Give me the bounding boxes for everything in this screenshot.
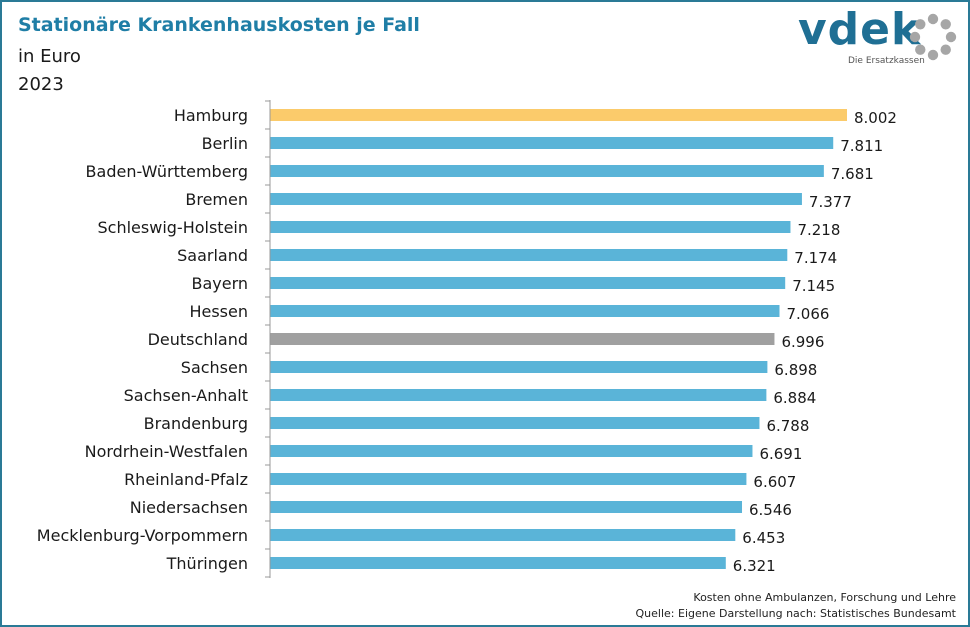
value-label: 6.321 xyxy=(733,557,776,575)
category-label: Deutschland xyxy=(148,330,248,349)
bar-4 xyxy=(270,221,791,233)
category-label: Bremen xyxy=(185,190,248,209)
value-label: 6.898 xyxy=(774,361,817,379)
category-label: Rheinland-Pfalz xyxy=(124,470,248,489)
value-label: 6.546 xyxy=(749,501,792,519)
bar-13 xyxy=(270,473,747,485)
value-label: 7.174 xyxy=(794,249,837,267)
bar-12 xyxy=(270,445,753,457)
logo-ring-dot xyxy=(945,31,957,43)
value-label: 6.691 xyxy=(759,445,802,463)
logo-ring-icon xyxy=(909,13,957,61)
value-label: 6.996 xyxy=(781,333,824,351)
value-label: 8.002 xyxy=(854,109,897,127)
value-label: 7.218 xyxy=(797,221,840,239)
category-label: Bayern xyxy=(191,274,248,293)
bar-10 xyxy=(270,389,767,401)
footnote-note: Kosten ohne Ambulanzen, Forschung und Le… xyxy=(693,591,956,604)
category-label: Schleswig-Holstein xyxy=(98,218,248,237)
bar-15 xyxy=(270,529,736,541)
logo-ring-dot xyxy=(915,19,926,30)
logo-ring-dot xyxy=(927,49,939,61)
category-label: Nordrhein-Westfalen xyxy=(85,442,248,461)
value-label: 6.607 xyxy=(753,473,796,491)
value-label: 7.066 xyxy=(787,305,830,323)
category-label: Mecklenburg-Vorpommern xyxy=(37,526,248,545)
category-label: Brandenburg xyxy=(144,414,248,433)
logo-ring-dot xyxy=(940,19,951,30)
chart-title: Stationäre Krankenhauskosten je Fall xyxy=(18,14,420,36)
value-label: 6.884 xyxy=(773,389,816,407)
category-label: Thüringen xyxy=(166,554,248,573)
value-label: 6.453 xyxy=(742,529,785,547)
logo-brand: vdek xyxy=(798,4,922,55)
bar-3 xyxy=(270,193,802,205)
bar-6 xyxy=(270,277,786,289)
category-label: Hamburg xyxy=(174,106,248,125)
vdek-logo: vdek Die Ersatzkassen xyxy=(798,4,960,72)
bar-5 xyxy=(270,249,788,261)
logo-tagline: Die Ersatzkassen xyxy=(848,56,925,66)
category-label: Hessen xyxy=(189,302,248,321)
bar-8 xyxy=(270,333,775,345)
value-label: 6.788 xyxy=(766,417,809,435)
category-label: Niedersachsen xyxy=(130,498,248,517)
chart-year: 2023 xyxy=(18,74,64,95)
logo-ring-dot xyxy=(909,31,921,43)
bar-16 xyxy=(270,557,726,569)
category-label: Baden-Württemberg xyxy=(86,162,248,181)
category-label: Sachsen xyxy=(181,358,248,377)
bar-9 xyxy=(270,361,768,373)
bar-1 xyxy=(270,137,834,149)
chart-subtitle: in Euro xyxy=(18,46,81,67)
footnote: Kosten ohne Ambulanzen, Forschung und Le… xyxy=(636,590,956,622)
category-label: Sachsen-Anhalt xyxy=(124,386,248,405)
bar-11 xyxy=(270,417,760,429)
bar-14 xyxy=(270,501,743,513)
category-label: Saarland xyxy=(177,246,248,265)
logo-ring-dot xyxy=(940,44,951,55)
value-label: 7.145 xyxy=(792,277,835,295)
bar-0 xyxy=(270,109,847,121)
category-label: Berlin xyxy=(202,134,248,153)
value-label: 7.377 xyxy=(809,193,852,211)
logo-ring-dot xyxy=(915,44,926,55)
bar-7 xyxy=(270,305,780,317)
value-label: 7.681 xyxy=(831,165,874,183)
logo-ring-dot xyxy=(927,13,939,25)
bar-2 xyxy=(270,165,824,177)
footnote-source: Quelle: Eigene Darstellung nach: Statist… xyxy=(635,607,956,620)
value-label: 7.811 xyxy=(840,137,883,155)
